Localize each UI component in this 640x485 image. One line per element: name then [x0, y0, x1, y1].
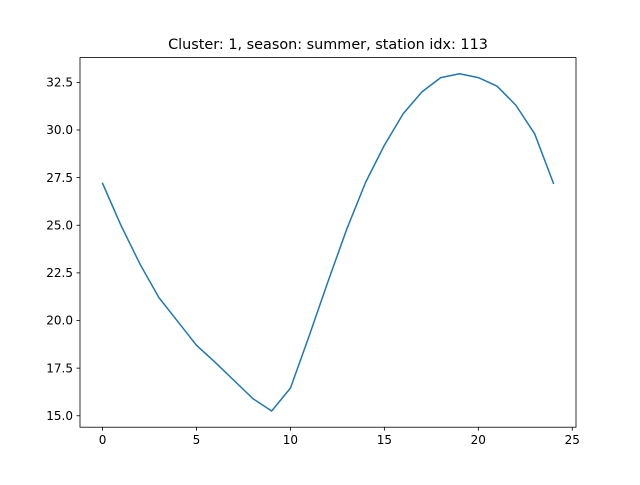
- x-tick-label: 10: [283, 433, 298, 447]
- plot-frame: [79, 57, 577, 428]
- x-tick-label: 25: [565, 433, 580, 447]
- y-tick-label: 30.0: [46, 123, 73, 137]
- y-tick-label: 25.0: [46, 218, 73, 232]
- y-tick-label: 22.5: [46, 266, 73, 280]
- x-tick-label: 5: [193, 433, 201, 447]
- x-tick-label: 15: [377, 433, 392, 447]
- series-line: [101, 73, 555, 412]
- x-tick-label: 20: [471, 433, 486, 447]
- chart-title: Cluster: 1, season: summer, station idx:…: [168, 37, 488, 53]
- y-tick-label: 20.0: [46, 314, 73, 328]
- x-tick-label: 0: [99, 433, 107, 447]
- x-axis-ticks: 0 5 10 15 20 25: [99, 427, 580, 447]
- y-tick-label: 15.0: [46, 409, 73, 423]
- series-layer: [101, 73, 555, 412]
- y-tick-label: 27.5: [46, 171, 73, 185]
- y-tick-label: 17.5: [46, 361, 73, 375]
- y-tick-label: 32.5: [46, 76, 73, 90]
- y-axis-ticks: 15.0 17.5 20.0 22.5 25.0 27.5 30.0 32.5: [46, 76, 80, 423]
